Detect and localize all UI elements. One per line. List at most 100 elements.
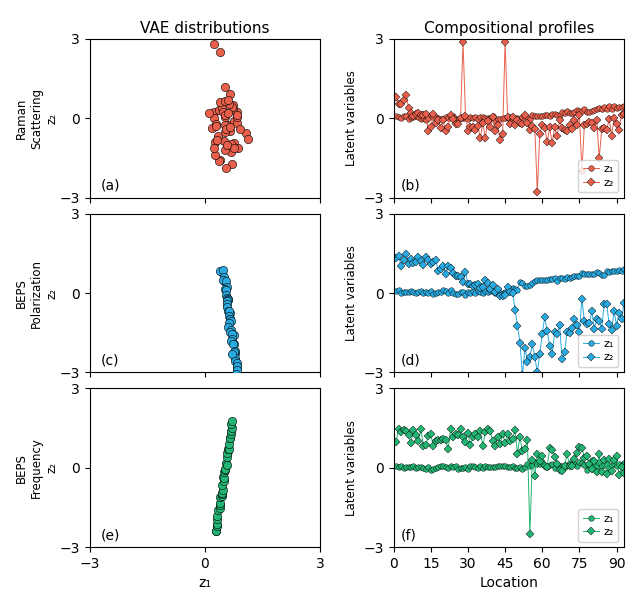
Point (209, 107, 219, 117)
Point (218, 273, 228, 282)
Text: (b): (b) (401, 179, 420, 193)
z₂ (509, 114, 516, 121)
Line: z₁: z₁ (394, 457, 627, 473)
X-axis label: z₁: z₁ (198, 576, 211, 590)
Point (219, 276, 229, 286)
Point (223, 444, 233, 453)
Point (222, 453, 232, 462)
Point (225, 325, 236, 335)
Point (243, 135, 253, 144)
Point (218, 472, 228, 482)
z₂ (402, 250, 410, 257)
Point (227, 104, 237, 114)
Point (227, 419, 237, 429)
Point (220, 468, 230, 477)
Point (212, 132, 223, 141)
Point (218, 275, 228, 285)
z₁ (439, 463, 447, 470)
z₁ (575, 108, 583, 115)
z₂ (422, 111, 429, 118)
Point (209, 143, 219, 152)
Point (228, 138, 239, 148)
Point (230, 349, 241, 358)
Point (207, 123, 218, 132)
Point (227, 423, 237, 433)
Point (225, 90, 236, 99)
Legend: z₁, z₂: z₁, z₂ (578, 335, 618, 367)
z₁ (429, 291, 437, 298)
Point (228, 143, 239, 152)
Point (229, 117, 239, 126)
z₂ (620, 111, 628, 118)
Point (212, 511, 222, 521)
Point (215, 266, 225, 276)
Point (211, 119, 221, 129)
Point (232, 112, 242, 121)
z₁ (620, 102, 628, 109)
Point (220, 127, 230, 136)
Text: (c): (c) (101, 353, 120, 368)
Point (224, 444, 234, 453)
z₂ (422, 441, 429, 448)
Y-axis label: Raman
Scattering
z₂: Raman Scattering z₂ (15, 88, 58, 149)
Point (220, 120, 230, 130)
Point (209, 137, 220, 147)
z₂ (578, 295, 586, 302)
Point (210, 150, 220, 160)
z₂ (424, 257, 432, 264)
Point (232, 144, 243, 153)
Point (214, 155, 225, 165)
Point (226, 336, 236, 346)
z₂ (620, 469, 628, 476)
z₁ (506, 463, 514, 471)
Point (232, 111, 243, 120)
Point (221, 459, 231, 468)
Point (217, 492, 227, 501)
z₁ (509, 284, 516, 291)
Point (218, 473, 228, 483)
Point (222, 297, 232, 306)
z₂ (392, 94, 400, 101)
Point (223, 99, 234, 108)
Point (227, 147, 237, 157)
Point (218, 485, 228, 495)
z₁ (392, 287, 400, 294)
z₂ (534, 189, 541, 196)
z₂ (509, 289, 516, 297)
Point (221, 293, 232, 303)
Point (218, 480, 228, 490)
Point (225, 327, 236, 337)
Point (223, 306, 233, 315)
Point (224, 120, 234, 130)
Point (215, 492, 225, 501)
Text: (a): (a) (101, 179, 120, 193)
z₁ (573, 462, 580, 469)
Line: z₁: z₁ (394, 267, 627, 297)
Point (225, 316, 236, 325)
X-axis label: Location: Location (479, 576, 538, 590)
Point (217, 103, 227, 113)
Point (230, 353, 241, 363)
z₂ (578, 444, 586, 451)
Point (225, 123, 235, 132)
Point (222, 141, 232, 150)
z₂ (526, 530, 534, 538)
Point (223, 322, 234, 332)
Point (230, 369, 241, 379)
Point (232, 118, 242, 128)
Point (228, 329, 239, 339)
Point (215, 500, 225, 509)
Point (223, 95, 234, 105)
Point (223, 294, 233, 304)
Point (214, 155, 225, 164)
Title: Compositional profiles: Compositional profiles (424, 22, 594, 36)
Point (212, 519, 222, 529)
z₂ (442, 270, 449, 277)
Point (223, 439, 234, 448)
z₂ (457, 425, 465, 432)
Point (218, 107, 228, 117)
Title: VAE distributions: VAE distributions (140, 22, 269, 36)
z₁ (554, 111, 561, 118)
z₂ (556, 467, 563, 474)
Point (211, 121, 221, 131)
